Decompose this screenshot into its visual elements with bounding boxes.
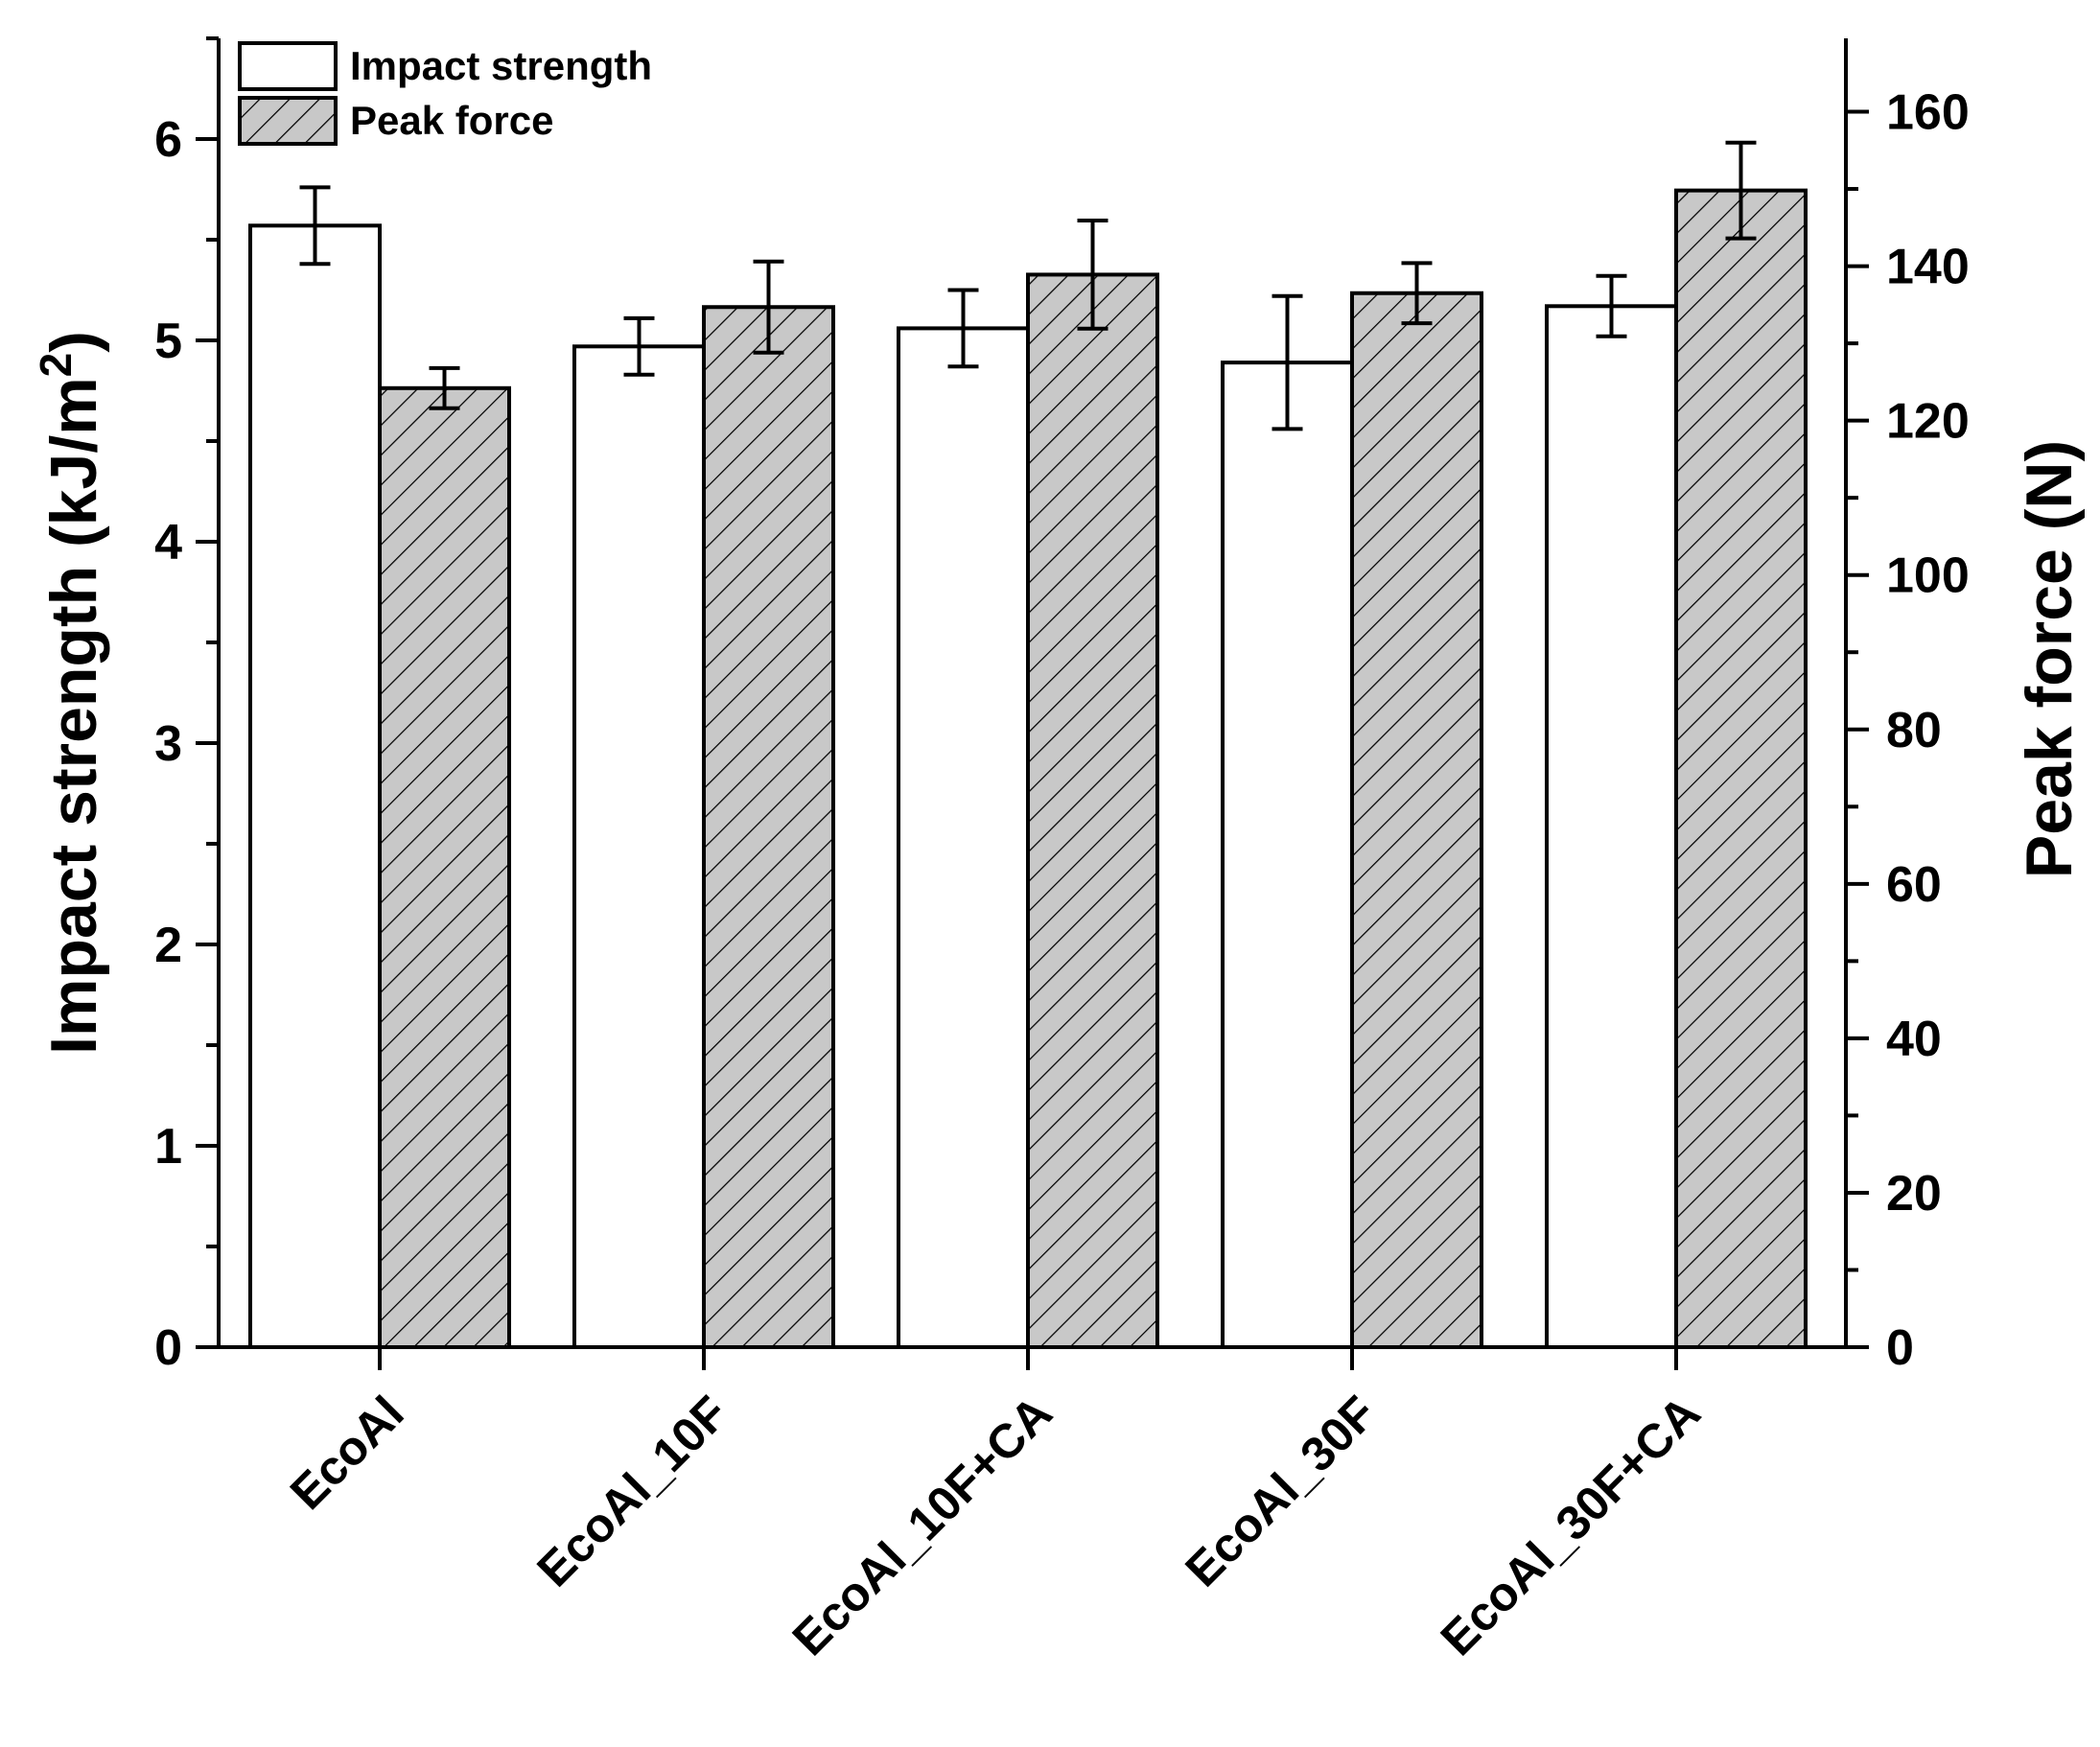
x-tick-label-2: EcoAl_10F+CA [782,1386,1062,1665]
y-right-tick-label-7: 140 [1886,240,1970,295]
bar-impact-strength-1 [572,344,706,1349]
y-right-tick-label-0: 0 [1886,1320,1914,1376]
bar-impact-strength-0 [248,223,382,1349]
bars-layer [248,188,1808,1350]
bar-impact-strength-3 [1221,361,1354,1350]
legend-label-impact-strength: Impact strength [350,43,652,88]
y-axis-left-title-main: Impact strength (kJ/m [37,377,110,1055]
bar-peak-force-2 [1026,272,1159,1349]
legend-label-peak-force: Peak force [350,98,553,143]
y-right-tick-label-1: 20 [1886,1166,1942,1222]
legend: Impact strength Peak force [238,41,652,146]
bar-peak-force-4 [1674,188,1808,1350]
y-axis-left-title-close: ) [37,331,110,353]
y-right-tick-label-3: 60 [1886,857,1942,913]
y-axis-right-title: Peak force (N) [2013,440,2086,878]
bar-impact-strength-4 [1545,304,1678,1349]
x-tick-label-3: EcoAl_30F [1175,1386,1386,1596]
y-left-tick-label-5: 5 [154,314,182,369]
y-right-tick-label-4: 80 [1886,703,1942,758]
y-right-tick-label-6: 120 [1886,394,1970,450]
y-right-tick-label-5: 100 [1886,548,1970,604]
bar-peak-force-1 [702,305,835,1349]
y-left-tick-label-2: 2 [154,918,182,973]
y-right-tick-label-2: 40 [1886,1012,1942,1067]
x-tick-label-0: EcoAl [280,1386,414,1520]
y-left-tick-label-3: 3 [154,716,182,772]
bar-impact-strength-2 [897,326,1030,1349]
y-axis-left-title-superscript: 2 [31,353,81,378]
legend-swatch-peak-force [238,96,338,146]
y-left-tick-label-1: 1 [154,1119,182,1175]
axes-layer [196,36,1869,1370]
y-left-tick-label-4: 4 [154,515,182,571]
legend-swatch-impact-strength [238,41,338,91]
error-bars-layer [299,140,1757,431]
x-tick-label-4: EcoAl_30F+CA [1431,1386,1711,1665]
y-axis-left-title: Impact strength (kJ/m2) [31,331,110,1055]
x-tick-label-1: EcoAl_10F [526,1386,737,1596]
bar-peak-force-3 [1350,291,1483,1349]
y-right-tick-label-8: 160 [1886,85,1970,141]
y-left-tick-label-0: 0 [154,1320,182,1376]
y-left-tick-label-6: 6 [154,112,182,168]
bar-peak-force-0 [378,385,511,1349]
